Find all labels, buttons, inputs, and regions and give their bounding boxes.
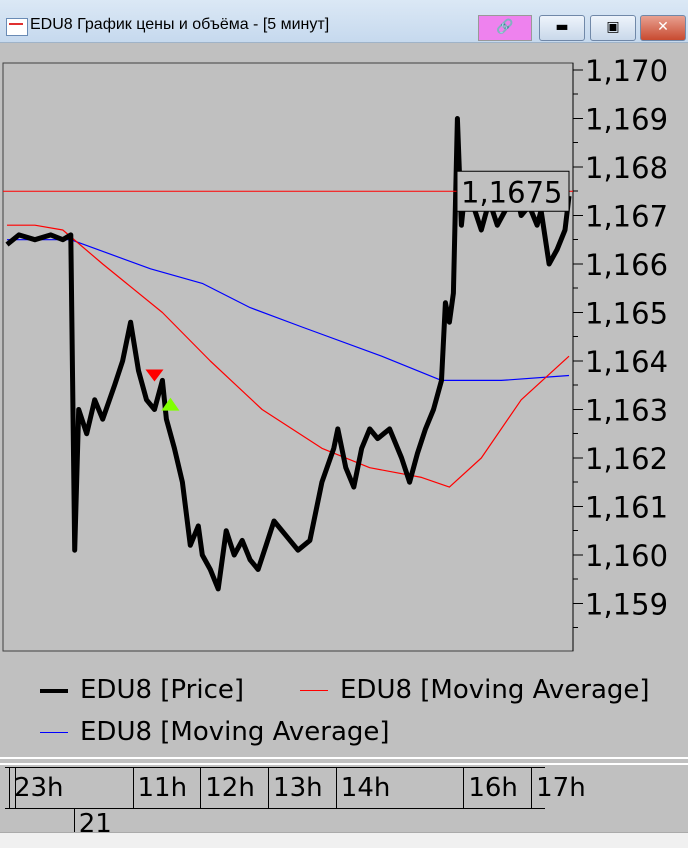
legend-swatch [300, 690, 328, 691]
current-price-label: 1,1675 [461, 175, 562, 209]
y-tick-label: 1,170 [585, 54, 668, 88]
y-tick-label: 1,163 [585, 394, 668, 428]
buy-signal-marker [161, 397, 180, 411]
legend-item-ma-blue: EDU8 [Moving Average] [40, 717, 390, 747]
legend-label: EDU8 [Price] [80, 675, 244, 705]
legend-item-price: EDU8 [Price] [40, 675, 244, 705]
y-tick-label: 1,160 [585, 539, 668, 573]
title-bar: EDU8 График цены и объёма - [5 минут] 🔗 … [0, 0, 688, 43]
moving-average-line [7, 239, 570, 381]
maximize-button[interactable]: ▣ [590, 15, 636, 41]
legend-item-ma-red: EDU8 [Moving Average] [300, 675, 650, 705]
link-button[interactable]: 🔗 [478, 15, 532, 41]
minimize-icon: ▬ [555, 19, 569, 35]
price-chart[interactable]: 1,170 1,169 1,168 1,167 1,166 1,165 1,164 1,163… [0, 0, 688, 760]
legend-label: EDU8 [Moving Average] [340, 675, 650, 705]
chart-app-icon [6, 18, 28, 36]
legend-swatch [40, 688, 68, 693]
horizontal-scrollbar[interactable] [0, 832, 688, 848]
y-tick-label: 1,169 [585, 103, 668, 137]
close-icon: ✕ [657, 19, 669, 35]
close-button[interactable]: ✕ [640, 15, 686, 41]
y-tick-label: 1,165 [585, 297, 668, 331]
time-label: 16h [463, 768, 518, 808]
link-icon: 🔗 [496, 19, 514, 35]
divider [0, 757, 688, 765]
time-label: 11h [132, 768, 187, 808]
minimize-button[interactable]: ▬ [539, 15, 585, 41]
y-tick-label: 1,159 [585, 588, 668, 622]
y-tick-label: 1,161 [585, 491, 668, 525]
day-label: 21 [73, 808, 112, 832]
window-title: EDU8 График цены и объёма - [5 минут] [30, 16, 330, 33]
current-price-box [456, 170, 570, 212]
plot-area [2, 62, 574, 652]
time-label: 12h [200, 768, 255, 808]
time-label: 17h [531, 768, 586, 808]
y-tick-label: 1,162 [585, 442, 668, 476]
time-axis: 23h 11h 12h 13h 14h 16h 17h [5, 767, 586, 809]
y-tick-label: 1,167 [585, 200, 668, 234]
sell-signal-marker [145, 369, 164, 382]
day-axis: 21 [5, 808, 545, 832]
y-tick-label: 1,166 [585, 248, 668, 282]
time-label: 23h [8, 768, 64, 808]
y-tick-label: 1,168 [585, 151, 668, 185]
y-tick-label: 1,164 [585, 345, 668, 379]
maximize-icon: ▣ [606, 19, 620, 35]
time-label: 13h [268, 768, 323, 808]
legend-label: EDU8 [Moving Average] [80, 717, 390, 747]
legend-swatch [40, 732, 68, 733]
time-separator [15, 768, 20, 808]
price-series-line [5, 116, 572, 592]
time-label: 14h [335, 768, 390, 808]
